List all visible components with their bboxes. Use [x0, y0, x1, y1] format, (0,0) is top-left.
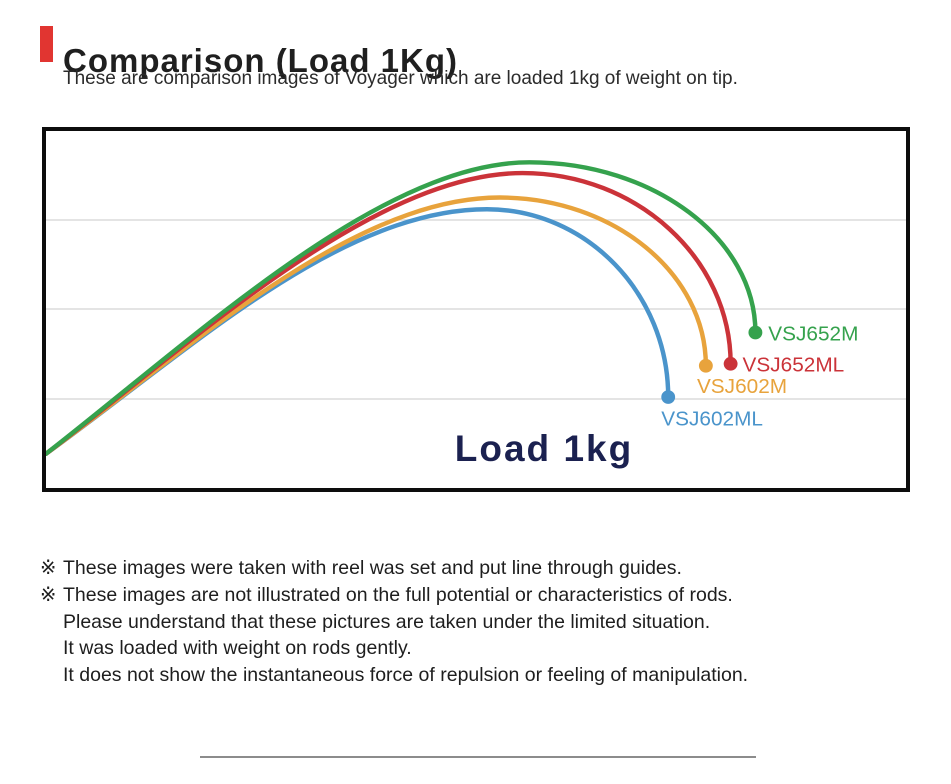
footnote-text: Please understand that these pictures ar…: [63, 610, 711, 633]
tip-dot-VSJ652M: [748, 325, 763, 340]
series-label-VSJ652ML: VSJ652ML: [743, 354, 845, 377]
comparison-chart: VSJ602ML VSJ602M VSJ652ML VSJ652M Load 1kg: [42, 127, 910, 492]
tip-dot-VSJ602ML: [661, 390, 676, 404]
page-title: Comparison (Load 1Kg): [63, 42, 459, 80]
footnote-marker: ※: [40, 557, 57, 579]
page-subtitle: These are comparison images of Voyager w…: [63, 68, 738, 89]
footnote-marker: [40, 662, 63, 689]
series-label-VSJ652M: VSJ652M: [768, 322, 858, 345]
footnote-marker: [40, 635, 63, 662]
load-weight-label: Load 1kg: [454, 428, 634, 469]
footnote-marker: [40, 609, 63, 636]
series-label-VSJ602M: VSJ602M: [697, 375, 787, 398]
footnote-line: It was loaded with weight on rods gently…: [40, 635, 748, 662]
footnote-marker: ※: [40, 583, 57, 606]
curve-VSJ652M: [46, 160, 758, 456]
footnote-text: These images were taken with reel was se…: [63, 557, 682, 579]
curve-VSJ652ML: [46, 170, 733, 456]
footnote-line: Please understand that these pictures ar…: [40, 609, 748, 636]
bottom-divider-line: [200, 756, 756, 758]
tip-dot-VSJ652ML: [723, 356, 738, 371]
title-accent-bar: [40, 26, 53, 62]
footnote-text: It does not show the instantaneous force…: [63, 664, 749, 687]
tip-dot-VSJ602M: [698, 358, 713, 373]
footnote-text: These images are not illustrated on the …: [63, 583, 733, 606]
series-label-VSJ602ML: VSJ602ML: [661, 408, 763, 431]
footnote-line: ※ These images are not illustrated on the…: [40, 582, 748, 609]
curve-VSJ602M: [46, 195, 709, 456]
footnotes: ※ These images were taken with reel was s…: [40, 555, 748, 689]
curve-VSJ602ML: [46, 207, 671, 456]
footnote-line: ※ These images were taken with reel was s…: [40, 555, 748, 582]
footnote-line: It does not show the instantaneous force…: [40, 662, 748, 689]
footnote-text: It was loaded with weight on rods gently…: [63, 637, 412, 660]
